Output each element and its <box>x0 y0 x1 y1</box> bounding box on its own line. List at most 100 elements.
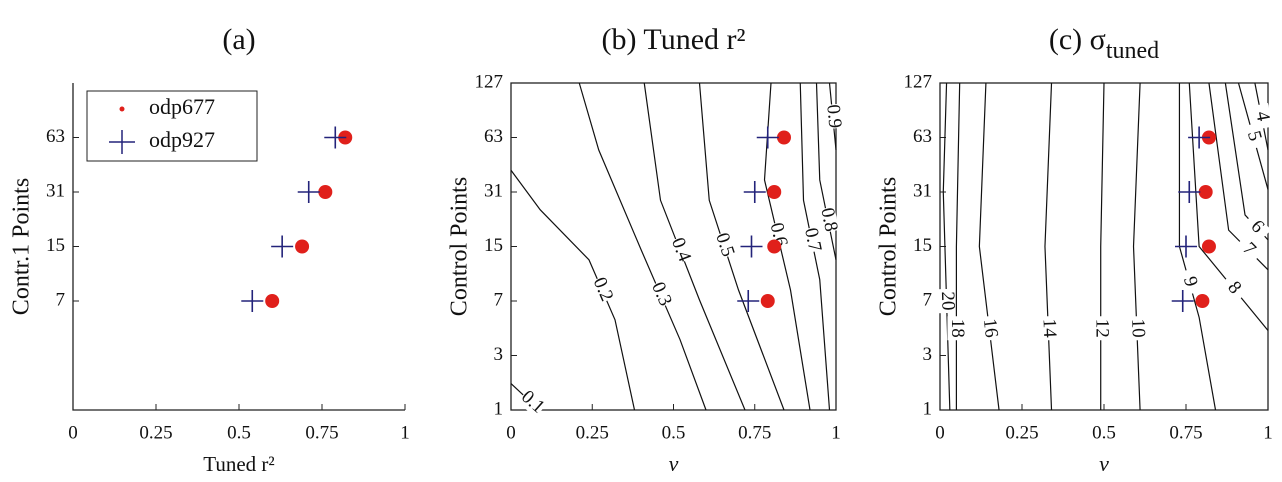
x-tick-label: 0.5 <box>662 422 686 443</box>
title-text: (a) <box>222 23 255 56</box>
contour-label-bg <box>517 388 548 418</box>
x-tick-label: 0 <box>506 422 516 443</box>
contour-label-bg <box>947 316 966 341</box>
y-tick-label: 15 <box>484 235 503 256</box>
x-axis-label: Tuned r² <box>203 452 274 476</box>
point <box>1175 235 1197 258</box>
contour-label-bg <box>1091 316 1110 341</box>
contour-label-bg <box>1177 267 1202 296</box>
x-axis-label: ν <box>669 451 679 476</box>
point <box>318 185 333 199</box>
contour-label-bg <box>1241 212 1272 243</box>
contour-line <box>578 82 707 411</box>
contour-line <box>1044 82 1053 411</box>
contour-label: 14 <box>1039 318 1061 338</box>
y-tick-label: 1 <box>494 398 504 419</box>
contour-line <box>510 169 636 411</box>
contour-label: 18 <box>947 319 968 338</box>
contour-label: 0.9 <box>822 104 845 130</box>
panel: (a) Tuned r² Contr.1 Points 0 0.25 0.5 0.75 1 7 1… <box>9 23 410 476</box>
x-axis-label: ν <box>1099 451 1109 476</box>
point <box>1198 185 1213 199</box>
y-tick-label: 63 <box>484 126 503 147</box>
contour-label-bg <box>1250 102 1273 131</box>
contour-label-bg <box>800 226 823 254</box>
chart-title: (b) Tuned r² <box>601 23 745 56</box>
contour-label: 10 <box>1127 318 1149 338</box>
panel: (c) σtuned ν Control Points 0 0.25 0.5 0.75 1 1 3… <box>876 23 1274 476</box>
point <box>1178 181 1201 203</box>
y-tick-label: 7 <box>56 289 66 310</box>
point <box>241 290 264 312</box>
x-tick-label: 0 <box>68 422 78 443</box>
contour-label-bg <box>711 230 737 260</box>
point <box>767 185 782 199</box>
point <box>743 181 766 203</box>
chart-title: (a) <box>222 23 255 56</box>
contour-label: 0.8 <box>816 206 841 233</box>
point <box>1188 126 1211 149</box>
point <box>271 235 294 258</box>
y-tick-label: 31 <box>484 180 503 201</box>
y-tick-label: 3 <box>494 344 504 365</box>
contour-line <box>815 82 837 260</box>
x-tick-label: 0 <box>935 422 945 443</box>
x-tick-label: 0.5 <box>1092 422 1116 443</box>
contour-label-bg <box>588 275 616 305</box>
point <box>324 126 347 149</box>
x-tick-label: 1 <box>1263 422 1273 443</box>
y-tick-label: 7 <box>494 289 504 310</box>
contour-label: 20 <box>937 291 959 311</box>
contour-label: 0.4 <box>667 235 695 265</box>
legend-label: odp927 <box>149 127 215 152</box>
point <box>1201 239 1216 254</box>
contour-label: 12 <box>1091 319 1112 338</box>
y-tick-label: 31 <box>913 180 932 201</box>
contour-label-bg <box>1218 273 1249 304</box>
panel: (b) Tuned r² ν Control Points 0 0.25 0.5 0.75 1… <box>447 23 846 476</box>
contour-label: 16 <box>979 317 1002 338</box>
point <box>297 181 320 203</box>
title-text: (b) Tuned r² <box>601 23 745 56</box>
contour-label-bg <box>667 235 693 265</box>
contour-line <box>1132 82 1141 411</box>
chart-title: (c) σtuned <box>1049 23 1159 64</box>
contour-label-bg <box>1127 315 1147 341</box>
y-tick-label: 63 <box>46 126 65 147</box>
point <box>737 290 760 312</box>
y-tick-label: 7 <box>923 289 933 310</box>
point <box>777 130 791 145</box>
y-tick-label: 63 <box>913 126 932 147</box>
x-tick-label: 0.75 <box>305 422 338 443</box>
x-tick-label: 0.5 <box>227 422 251 443</box>
x-tick-label: 0.75 <box>1169 422 1202 443</box>
contour-label: 0.5 <box>711 230 738 259</box>
x-tick-label: 0.25 <box>1005 422 1038 443</box>
contour-label-bg <box>937 288 956 314</box>
contour-line <box>978 82 1000 411</box>
contour-label: 0.2 <box>589 274 618 304</box>
y-axis-label: Contr.1 Points <box>9 178 35 315</box>
contour-label-bg <box>647 279 674 310</box>
contour-label: 0.1 <box>517 386 549 417</box>
contour-label: 4 <box>1251 110 1274 124</box>
contour-label-bg <box>816 206 840 234</box>
y-tick-label: 31 <box>46 180 65 201</box>
point <box>265 294 280 308</box>
contour-label-bg <box>1233 235 1264 265</box>
y-tick-label: 15 <box>913 235 932 256</box>
y-tick-label: 1 <box>923 398 933 419</box>
legend-marker <box>119 106 125 112</box>
x-tick-label: 1 <box>831 422 841 443</box>
y-axis-label: Control Points <box>876 177 902 316</box>
contour-label: 0.3 <box>647 279 676 309</box>
point <box>1171 290 1194 312</box>
contour-label-bg <box>822 103 843 130</box>
point <box>760 294 775 308</box>
x-tick-label: 0.25 <box>139 422 172 443</box>
legend-label: odp677 <box>149 94 215 119</box>
x-tick-label: 0.25 <box>576 422 609 443</box>
title-subscript: tuned <box>1106 38 1159 64</box>
point <box>295 239 310 254</box>
